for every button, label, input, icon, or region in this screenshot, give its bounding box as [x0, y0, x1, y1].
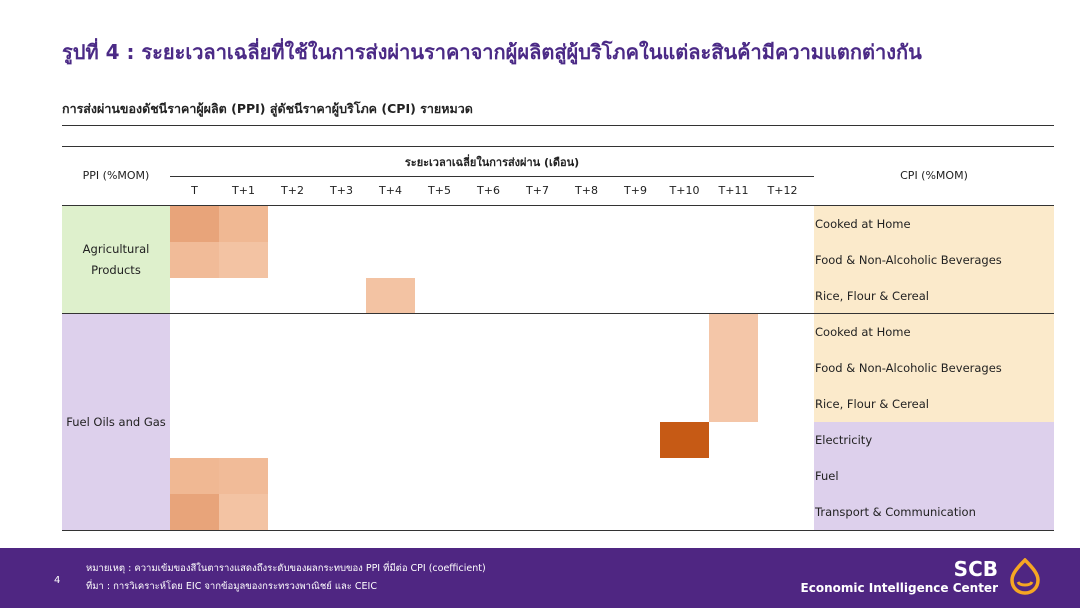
heatmap-cell	[170, 494, 219, 530]
cpi-category-label: Cooked at Home	[815, 325, 911, 339]
cpi-row-background	[814, 206, 1054, 242]
footer: 4 หมายเหตุ : ความเข้มของสีในตารางแสดงถึง…	[0, 548, 1080, 608]
divider	[62, 313, 1054, 314]
heatmap-cell	[709, 314, 758, 350]
cpi-row-background	[814, 278, 1054, 314]
heatmap-cell	[170, 206, 219, 242]
cpi-row-background	[814, 458, 1054, 494]
period-tick: T+1	[232, 184, 255, 197]
divider	[62, 205, 1054, 206]
cpi-row-background	[814, 386, 1054, 422]
cpi-category-label: Fuel	[815, 469, 839, 483]
source-note: ที่มา : การวิเคราะห์โดย EIC จากข้อมูลของ…	[86, 581, 377, 592]
cpi-row-background	[814, 494, 1054, 530]
heatmap-cell	[709, 350, 758, 386]
cpi-category-label: Transport & Communication	[815, 505, 976, 519]
footnote: หมายเหตุ : ความเข้มของสีในตารางแสดงถึงระ…	[86, 563, 486, 574]
brand-block: SCB Economic Intelligence Center	[801, 558, 998, 596]
period-tick: T+8	[575, 184, 598, 197]
group-label: Fuel Oils and Gas	[66, 414, 166, 429]
cpi-category-label: Cooked at Home	[815, 217, 911, 231]
page-number: 4	[54, 575, 61, 586]
cpi-category-label: Food & Non-Alcoholic Beverages	[815, 253, 1002, 267]
heatmap-cell	[219, 494, 268, 530]
period-tick: T+3	[330, 184, 353, 197]
period-tick: T+10	[669, 184, 700, 197]
page-title: รูปที่ 4 : ระยะเวลาเฉลี่ยที่ใช้ในการส่งผ…	[62, 40, 922, 64]
period-tick: T+11	[718, 184, 749, 197]
period-tick: T+7	[526, 184, 549, 197]
heatmap-cell	[660, 422, 709, 458]
period-tick: T+12	[767, 184, 798, 197]
heatmap-cell	[366, 278, 415, 314]
divider	[170, 176, 814, 177]
period-tick: T+2	[281, 184, 304, 197]
scb-logo-icon	[1010, 558, 1040, 595]
period-tick: T+5	[428, 184, 451, 197]
cpi-header: CPI (%MOM)	[900, 169, 968, 182]
period-tick: T+6	[477, 184, 500, 197]
heatmap-cell	[219, 242, 268, 278]
heatmap-cell	[709, 386, 758, 422]
cpi-row-background	[814, 350, 1054, 386]
period-tick: T+4	[379, 184, 402, 197]
cpi-category-label: Rice, Flour & Cereal	[815, 397, 929, 411]
heatmap-cell	[219, 458, 268, 494]
cpi-category-label: Rice, Flour & Cereal	[815, 289, 929, 303]
cpi-category-label: Food & Non-Alcoholic Beverages	[815, 361, 1002, 375]
cpi-row-background	[814, 314, 1054, 350]
brand-center: Economic Intelligence Center	[800, 581, 998, 595]
group-label: Agricultural	[82, 241, 150, 256]
heatmap-cell	[170, 458, 219, 494]
group-agricultural-products: Agricultural Products	[62, 206, 170, 313]
ppi-header: PPI (%MOM)	[82, 169, 150, 182]
table-subtitle: การส่งผ่านของดัชนีราคาผู้ผลิต (PPI) สู่ด…	[62, 101, 473, 116]
group-fuel-oils-gas: Fuel Oils and Gas	[62, 314, 170, 530]
period-tick: T+9	[624, 184, 647, 197]
cpi-row-background	[814, 422, 1054, 458]
divider	[62, 530, 1054, 531]
period-header: ระยะเวลาเฉลี่ยในการส่งผ่าน (เดือน)	[404, 156, 580, 169]
divider	[62, 146, 1054, 147]
heatmap-cell	[170, 242, 219, 278]
cpi-row-background	[814, 242, 1054, 278]
heatmap-cell	[219, 206, 268, 242]
cpi-category-label: Electricity	[815, 433, 873, 447]
divider	[62, 125, 1054, 126]
brand-name: SCB	[953, 557, 998, 581]
period-tick: T	[191, 184, 198, 197]
group-label: Products	[91, 262, 141, 277]
